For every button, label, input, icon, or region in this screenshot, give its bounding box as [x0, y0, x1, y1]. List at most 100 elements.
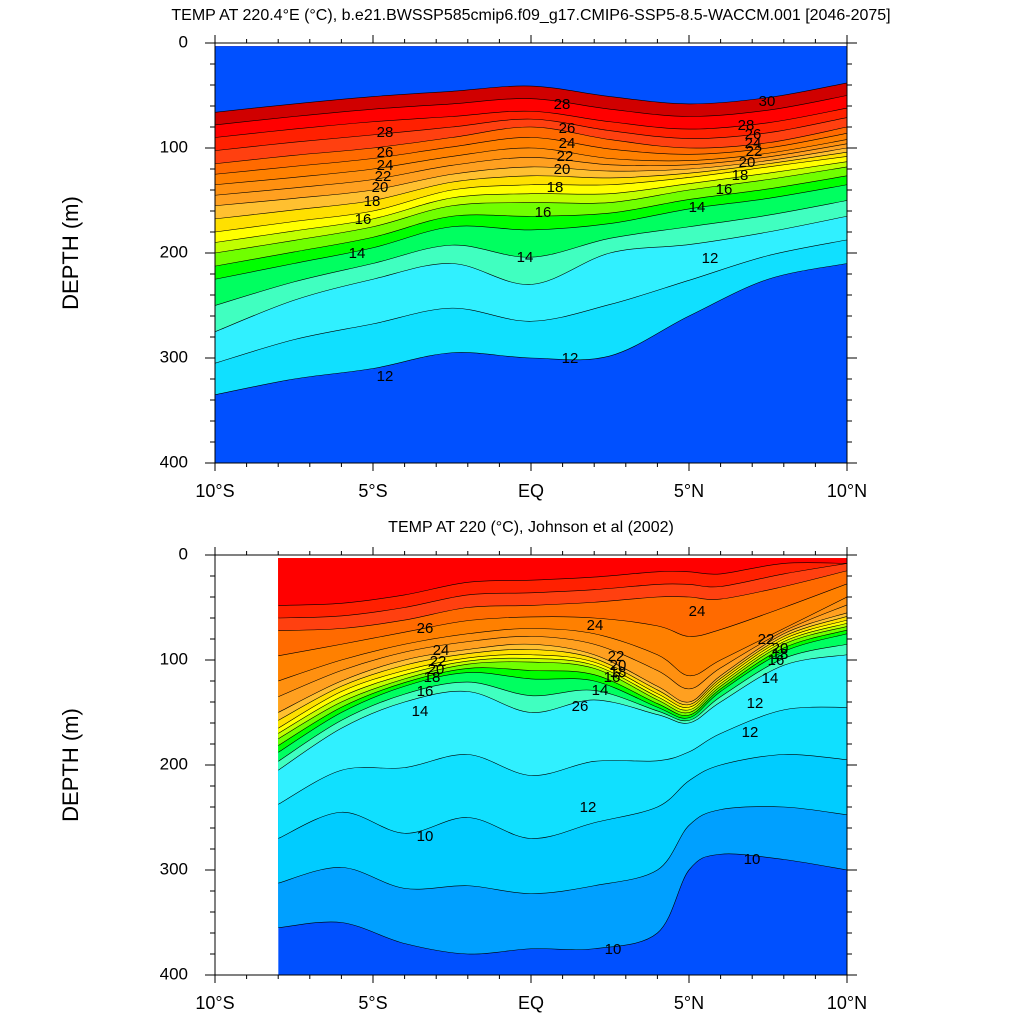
contour-label: 12 [562, 350, 579, 367]
contour-label: 24 [377, 157, 394, 174]
contour-label: 26 [745, 126, 762, 143]
contour-label: 20 [372, 179, 389, 196]
contour-line [278, 612, 847, 713]
y-tick-label: 200 [160, 754, 188, 773]
y-tick-label: 0 [179, 544, 188, 563]
contour-line [278, 596, 847, 682]
contour-label: 18 [364, 193, 381, 210]
contour-line [278, 619, 847, 729]
y-tick-label: 0 [179, 32, 188, 51]
chart-title: TEMP AT 220 (°C), Johnson et al (2002) [388, 519, 674, 536]
y-tick-label: 300 [160, 347, 188, 366]
contour-label: 24 [745, 135, 762, 152]
contour-label: 18 [772, 646, 789, 663]
contour-line [215, 184, 847, 280]
contour-line [278, 570, 847, 631]
contour-line [278, 616, 847, 721]
contour-label: 24 [689, 603, 706, 620]
contour-label: 26 [572, 698, 589, 715]
bottom-contour-panel: TEMP AT 220 (°C), Johnson et al (2002) DE… [0, 512, 1024, 1024]
contour-label: 20 [772, 640, 789, 657]
y-axis-label: DEPTH (m) [58, 708, 83, 822]
contour-band [278, 558, 847, 606]
top-contour-chart: TEMP AT 220.4°E (°C), b.e21.BWSSP585cmip… [58, 7, 891, 501]
contour-label: 10 [744, 851, 761, 868]
contour-line [215, 126, 847, 165]
contour-line [215, 117, 847, 151]
x-tick-label: EQ [518, 993, 544, 1013]
y-tick-label: 200 [160, 242, 188, 261]
contour-label: 20 [739, 154, 756, 171]
contour-label: 16 [716, 181, 733, 198]
x-tick-label: EQ [518, 481, 544, 501]
contour-line [278, 629, 847, 746]
contour-label: 22 [430, 653, 447, 670]
contour-line [215, 143, 847, 196]
contour-line [278, 626, 847, 740]
contour-label: 24 [433, 642, 450, 659]
y-axis-label: DEPTH (m) [58, 196, 83, 310]
contour-band [215, 46, 847, 113]
contour-line [215, 263, 847, 396]
contour-label: 14 [517, 249, 534, 266]
contour-label: 10 [417, 828, 434, 845]
contour-label: 22 [746, 143, 763, 160]
contour-line [278, 562, 847, 606]
contour-line [278, 853, 847, 955]
contour-label: 26 [417, 620, 434, 637]
contour-label: 16 [768, 652, 785, 669]
x-tick-label: 10°N [827, 481, 867, 501]
contour-label: 26 [377, 144, 394, 161]
contour-line [278, 604, 847, 698]
contour-line [278, 654, 847, 771]
contour-label: 14 [349, 245, 366, 262]
x-tick-label: 5°N [674, 481, 704, 501]
contour-label: 12 [702, 250, 719, 267]
x-tick-label: 5°S [358, 481, 387, 501]
contour-label: 16 [604, 669, 621, 686]
contour-label: 16 [535, 204, 552, 221]
contour-label: 22 [375, 168, 392, 185]
contour-label: 28 [738, 117, 755, 134]
contour-label: 18 [424, 669, 441, 686]
contour-label: 30 [759, 93, 776, 110]
contour-label: 22 [608, 648, 625, 665]
contour-line [215, 82, 847, 113]
contour-label: 16 [355, 211, 372, 228]
contour-label: 14 [592, 682, 609, 699]
contour-label: 28 [377, 124, 394, 141]
contour-line [278, 633, 847, 753]
contour-label: 18 [732, 167, 749, 184]
contour-line [215, 239, 847, 364]
contour-line [215, 215, 847, 333]
contour-fill-group [278, 558, 847, 975]
contour-line [278, 806, 847, 894]
contour-label: 12 [377, 368, 394, 385]
contour-line [215, 151, 847, 220]
contour-label: 24 [587, 617, 604, 634]
contour-line [215, 147, 847, 207]
chart-title: TEMP AT 220.4°E (°C), b.e21.BWSSP585cmip… [171, 7, 890, 24]
contour-line [215, 133, 847, 175]
contour-line [278, 583, 847, 657]
x-tick-label: 10°N [827, 993, 867, 1013]
x-tick-label: 10°S [195, 993, 234, 1013]
contour-label: 14 [762, 670, 779, 687]
contour-line [215, 200, 847, 306]
contour-line [215, 156, 847, 233]
contour-line [278, 754, 847, 839]
y-tick-label: 100 [160, 649, 188, 668]
contour-label: 10 [605, 941, 622, 958]
contour-line [278, 643, 847, 762]
top-contour-panel: TEMP AT 220.4°E (°C), b.e21.BWSSP585cmip… [58, 7, 891, 501]
contour-label: 18 [610, 664, 627, 681]
contour-label: 22 [557, 148, 574, 165]
bottom-contour-chart: TEMP AT 220 (°C), Johnson et al (2002) DE… [58, 519, 867, 1013]
contour-label: 20 [554, 161, 571, 178]
x-tick-label: 10°S [195, 481, 234, 501]
x-tick-label: 5°S [358, 993, 387, 1013]
contour-line [278, 622, 847, 734]
contour-line [215, 161, 847, 243]
contour-line [215, 139, 847, 186]
contour-label: 12 [747, 695, 764, 712]
